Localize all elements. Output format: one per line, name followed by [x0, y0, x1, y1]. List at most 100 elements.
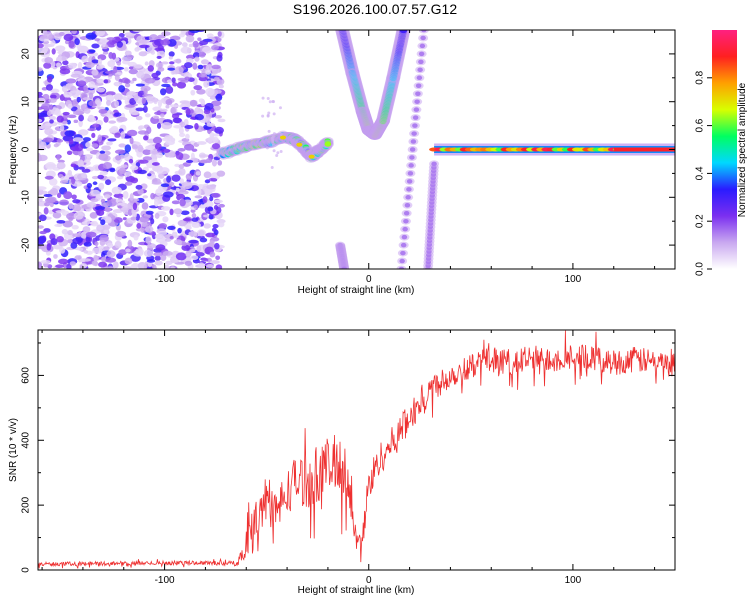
heatmap-cell [208, 177, 218, 182]
heatmap-cell [50, 88, 60, 93]
heatmap-cell [205, 69, 211, 75]
heatmap-cell [203, 171, 212, 179]
heatmap-cell [157, 99, 163, 108]
heatmap-cell [207, 137, 213, 144]
heatmap-cell [215, 264, 223, 269]
heatmap-cell [135, 107, 145, 112]
heatmap-cell [165, 260, 173, 265]
heatmap-cell [118, 167, 127, 175]
heatmap-cell [65, 83, 73, 89]
heatmap-cell [275, 154, 279, 158]
heatmap-cell [127, 208, 133, 216]
heatmap-cell [80, 258, 91, 262]
heatmap-cell [191, 212, 197, 219]
heatmap-cell [99, 170, 108, 176]
heatmap-cell [190, 89, 196, 96]
heatmap-cell [46, 196, 57, 203]
heatmap-cell [261, 96, 265, 100]
heatmap-cell [143, 105, 148, 113]
heatmap-cell [169, 61, 175, 65]
heatmap-cell [72, 137, 84, 142]
heatmap-cell [177, 219, 187, 227]
heatmap-cell [77, 247, 84, 251]
heatmap-cell [217, 160, 223, 166]
heatmap-cell [67, 238, 74, 244]
heatmap-cell [59, 68, 71, 75]
heatmap-cell [64, 130, 75, 137]
heatmap-cell [204, 102, 214, 110]
heatmap-cell [415, 91, 421, 96]
heatmap-cell [279, 149, 283, 153]
heatmap-cell [124, 50, 132, 56]
heatmap-cell [154, 260, 163, 266]
heatmap-cell [105, 257, 117, 263]
heatmap-cell [418, 59, 424, 65]
heatmap-cell [132, 202, 138, 211]
heatmap-cell [191, 217, 199, 222]
heatmap-cell [169, 104, 180, 108]
heatmap-cell [204, 200, 214, 208]
heatmap-cell [194, 113, 204, 121]
colorbar-tick-label: 0.2 [695, 214, 706, 228]
heatmap-cell [211, 192, 221, 198]
heatmap-cell [308, 154, 315, 159]
heatmap-cell [145, 236, 152, 244]
heatmap-cell [205, 232, 216, 238]
heatmap-cell [91, 69, 99, 76]
heatmap-cell [142, 195, 149, 199]
heatmap-cell [112, 261, 119, 269]
heatmap-cell [175, 58, 182, 64]
heatmap-cell [92, 247, 103, 254]
heatmap-cell [411, 131, 417, 136]
colorbar-tick-label: 0.8 [695, 70, 706, 84]
heatmap-cell [38, 235, 47, 244]
heatmap-cell [197, 187, 202, 196]
heatmap-cell [70, 73, 81, 78]
heatmap-cell [47, 75, 53, 83]
heatmap-cell [138, 125, 145, 130]
heatmap-cell [102, 162, 113, 170]
heatmap-cell [202, 196, 208, 204]
heatmap-cell [166, 175, 172, 183]
heatmap-cell [56, 139, 64, 143]
heatmap-cell [129, 193, 134, 201]
heatmap-cell [45, 84, 54, 91]
heatmap-cell [38, 225, 44, 229]
heatmap-cell [127, 239, 133, 248]
heatmap-cell [198, 72, 208, 78]
heatmap-cell [68, 62, 77, 69]
heatmap-cell [272, 100, 276, 104]
heatmap-cell [186, 222, 191, 229]
heatmap-cell [98, 109, 108, 114]
heatmap-cell [146, 160, 156, 169]
heatmap-cell [272, 112, 276, 116]
heatmap-cell [97, 58, 103, 66]
heatmap-cell [196, 88, 206, 95]
heatmap-cell [188, 239, 199, 244]
heatmap-cell [65, 78, 77, 84]
heatmap-cell [155, 62, 164, 69]
heatmap-cell [206, 264, 215, 268]
heatmap-cell [62, 60, 69, 66]
heatmap-cell [38, 97, 46, 105]
heatmap-cell [44, 128, 54, 136]
heatmap-cell [261, 114, 265, 118]
heatmap-cell [399, 30, 408, 34]
heatmap-cell [68, 202, 74, 210]
spectrogram-y-label: Frequency (Hz) [8, 116, 19, 185]
heatmap-cell [398, 266, 405, 269]
heatmap-cell [160, 183, 170, 188]
heatmap-cell [182, 217, 192, 222]
heatmap-cell [203, 110, 211, 115]
heatmap-cell [181, 181, 193, 190]
heatmap-cell [144, 61, 149, 66]
heatmap-cell [108, 51, 114, 59]
heatmap-cell [61, 229, 69, 235]
heatmap-cell [56, 115, 64, 123]
heatmap-cell [214, 114, 223, 119]
heatmap-cell [212, 136, 219, 143]
heatmap-cell [167, 67, 176, 71]
heatmap-cell [124, 257, 133, 265]
heatmap-cell [146, 243, 157, 249]
heatmap-cell [132, 30, 144, 33]
